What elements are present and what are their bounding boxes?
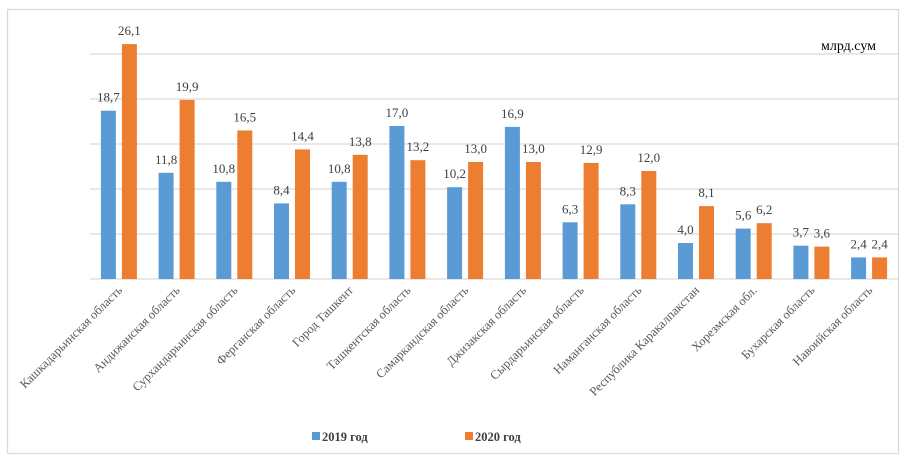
data-label-2019: 11,8 [155,152,177,167]
bar-2020 [468,162,484,279]
data-label-2019: 2,4 [850,236,867,251]
bar-2020 [814,246,830,279]
bar-2019 [562,222,578,279]
bar-2019 [793,245,809,279]
bar-2019 [216,181,232,279]
legend-swatch-2020 [465,432,473,440]
data-label-2019: 4,0 [677,222,693,237]
bar-2020 [121,44,137,279]
bar-2020 [352,154,368,279]
bar-2019 [158,172,174,279]
unit-label: млрд.сум [821,39,876,54]
bar-2019 [331,181,347,279]
data-label-2019: 10,8 [328,161,351,176]
data-label-2019: 18,7 [97,90,120,105]
data-label-2020: 12,0 [637,150,660,165]
bar-2020 [525,162,541,279]
data-label-2019: 17,0 [386,105,409,120]
bar-2019 [274,203,289,279]
bar-2019 [735,228,751,279]
data-label-2020: 3,6 [814,226,831,241]
data-label-2019: 10,2 [443,166,466,181]
bar-2020 [410,160,426,279]
data-label-2019: 8,3 [620,183,636,198]
data-label-2020: 8,1 [698,185,714,200]
data-label-2019: 5,6 [735,208,752,223]
data-label-2020: 6,2 [756,202,772,217]
data-label-2020: 12,9 [580,142,603,157]
bar-2020 [295,149,310,279]
data-label-2020: 2,4 [871,236,888,251]
bar-2019 [447,187,463,279]
bar-2019 [851,257,867,279]
data-label-2020: 13,8 [349,134,372,149]
data-label-2019: 16,9 [501,106,524,121]
bar-2020 [872,257,888,279]
data-label-2019: 8,4 [273,182,290,197]
bar-2019 [620,204,636,279]
data-label-2019: 6,3 [562,201,578,216]
data-label-2020: 16,5 [233,110,256,125]
bars [100,44,888,280]
legend-label-2020: 2020 год [475,430,521,444]
legend-swatch-2019 [312,432,320,440]
data-label-2019: 10,8 [212,161,235,176]
legend-label-2019: 2019 год [322,430,368,444]
data-label-2020: 26,1 [118,23,141,38]
data-labels: 18,7 26,1 11,8 19,9 10,8 16,5 8,4 14,4 10,8 13,8 1… [97,23,888,251]
bar-2019 [504,126,520,280]
data-label-2020: 19,9 [176,79,199,94]
bar-2020 [641,171,657,279]
bar-2019 [678,243,693,279]
bar-2020 [179,99,195,280]
bar-2020 [237,130,253,279]
data-label-2019: 3,7 [793,225,810,240]
bar-2019 [100,110,116,279]
bar-2019 [389,126,405,279]
legend: 2019 год 2020 год [312,430,521,444]
bar-2020 [756,223,772,279]
data-label-2020: 14,4 [291,128,314,143]
data-label-2020: 13,0 [522,141,545,156]
data-label-2020: 13,0 [464,141,487,156]
data-label-2020: 13,2 [407,139,430,154]
bar-2020 [699,206,714,279]
bar-2020 [583,162,599,279]
